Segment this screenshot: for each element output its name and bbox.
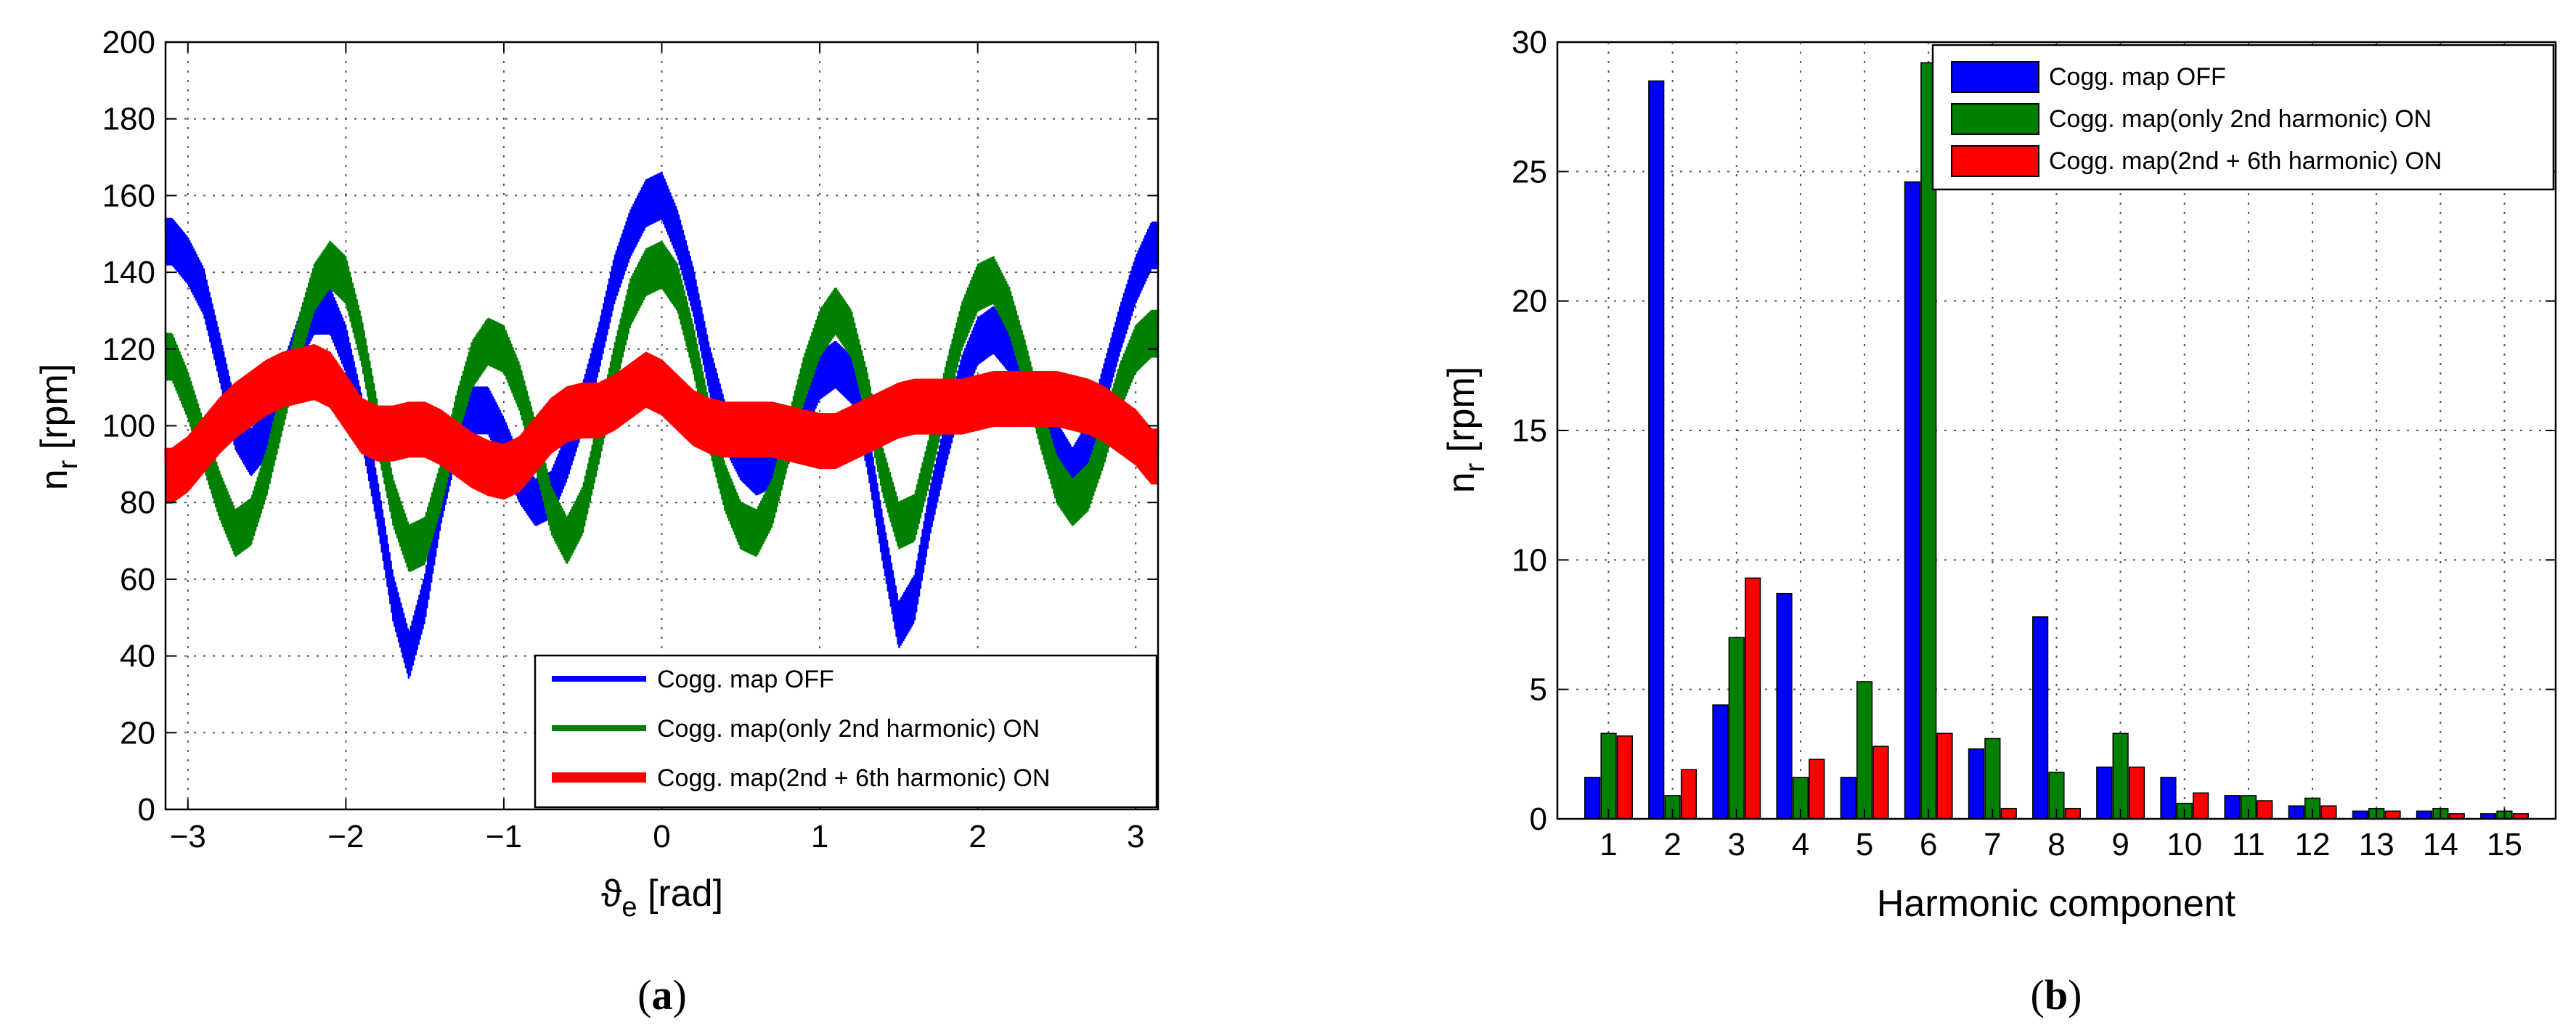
bar-series3-h12 — [2320, 805, 2337, 820]
panel-a-y-tick-label: 40 — [120, 639, 155, 674]
bar-series3-h8 — [2064, 807, 2081, 820]
panel-a-y-axis-label: nr [rpm] — [33, 364, 83, 490]
bar-series2-h9 — [2112, 732, 2129, 820]
legend-b-label-3: Cogg. map(2nd + 6th harmonic) ON — [2049, 147, 2442, 175]
panel-b-x-tick-label: 11 — [2232, 827, 2265, 862]
panel-a-y-tick-label: 0 — [138, 792, 155, 828]
bar-series2-h1 — [1600, 732, 1617, 820]
panel-a-x-tick-label: 0 — [653, 819, 670, 854]
panel-b-x-tick-label: 15 — [2487, 827, 2522, 862]
panel-a-legend: Cogg. map OFF Cogg. map(only 2nd harmoni… — [534, 654, 1158, 809]
panel-a-y-tick-label: 80 — [120, 485, 155, 520]
bar-series1-h8 — [2032, 616, 2049, 820]
panel-a-x-tick-label: −3 — [170, 819, 206, 854]
panel-b-y-tick-label: 5 — [1530, 672, 1547, 708]
bar-series1-h9 — [2096, 766, 2113, 820]
panel-b-legend: Cogg. map OFF Cogg. map(only 2nd harmoni… — [1931, 44, 2555, 191]
panel-a-line-chart: −3 −2 −1 0 1 2 3 0 20 40 60 80 100 120 140 160 180 200 Co… — [33, 25, 1159, 1018]
bar-series1-h14 — [2416, 810, 2433, 820]
panel-b-y-tick-label: 0 — [1530, 801, 1547, 837]
bar-series1-h10 — [2160, 777, 2177, 820]
legend-a-label-2: Cogg. map(only 2nd harmonic) ON — [657, 715, 1040, 743]
bar-series1-h2 — [1648, 80, 1665, 820]
bar-series3-h1 — [1616, 735, 1633, 820]
panel-b-x-tick-label: 8 — [2047, 827, 2065, 862]
panel-a-y-tick-label: 200 — [102, 25, 155, 60]
bar-series1-h13 — [2352, 810, 2368, 820]
panel-a-x-tick-label: 3 — [1127, 819, 1144, 854]
legend-a-label-3: Cogg. map(2nd + 6th harmonic) ON — [657, 764, 1050, 792]
bar-series3-h11 — [2257, 800, 2273, 820]
legend-a-label-1: Cogg. map OFF — [657, 666, 834, 693]
panel-a-x-tick-label: −2 — [327, 819, 364, 854]
panel-b-y-tick-label: 15 — [1512, 413, 1547, 449]
bar-series2-h5 — [1856, 681, 1873, 820]
legend-b-label-2: Cogg. map(only 2nd harmonic) ON — [2049, 105, 2432, 133]
series-line-2 — [164, 240, 1159, 572]
bar-series2-h7 — [1984, 738, 2001, 820]
panel-b-x-tick-label: 7 — [1984, 827, 2001, 862]
panel-b-x-tick-label: 13 — [2359, 827, 2394, 862]
panel-b-x-axis-label: Harmonic component — [1877, 883, 2236, 925]
panel-a-y-tick-label: 20 — [120, 715, 155, 751]
panel-b-x-tick-label: 2 — [1663, 827, 1681, 862]
bar-series3-h10 — [2193, 792, 2209, 820]
bar-series3-h6 — [1936, 732, 1953, 820]
panel-a-x-tick-label: −1 — [486, 819, 522, 854]
panel-a-caption: (a) — [637, 971, 687, 1018]
panel-a-x-axis-label: ϑe [rad] — [601, 873, 723, 923]
panel-b-x-tick-label: 12 — [2295, 827, 2331, 862]
panel-b-x-tick-label: 3 — [1728, 827, 1745, 862]
bar-series3-h9 — [2128, 766, 2145, 820]
panel-a-x-tick-label: 1 — [811, 819, 828, 854]
bar-series1-h6 — [1904, 181, 1920, 820]
panel-a-y-tick-label: 180 — [102, 102, 155, 137]
panel-b-grid — [1557, 42, 2556, 819]
panel-b-x-tick-label: 6 — [1920, 827, 1937, 862]
panel-b-x-tick-label: 14 — [2423, 827, 2458, 862]
panel-b-x-tick-label: 10 — [2167, 827, 2202, 862]
bar-series1-h12 — [2288, 805, 2304, 820]
bar-series1-h7 — [1968, 748, 1985, 820]
legend-b-swatch-1 — [1951, 61, 2039, 93]
panel-b-y-axis-label: nr [rpm] — [1440, 367, 1491, 493]
panel-b-x-tick-label: 5 — [1856, 827, 1873, 862]
bar-series1-h5 — [1840, 777, 1856, 820]
panel-a-y-tick-label: 100 — [102, 409, 155, 444]
panel-a-x-tick-label: 2 — [969, 819, 986, 854]
panel-b-caption: (b) — [2031, 971, 2082, 1018]
panel-a-y-tick-label: 120 — [102, 332, 155, 367]
panel-a-y-tick-label: 160 — [102, 178, 155, 213]
bar-series3-h5 — [1872, 746, 1889, 820]
bar-series1-h11 — [2224, 795, 2241, 820]
legend-b-swatch-2 — [1951, 103, 2039, 135]
panel-b-y-tick-label: 30 — [1512, 25, 1547, 60]
bar-series3-h2 — [1680, 769, 1697, 820]
bar-series3-h4 — [1809, 759, 1825, 820]
legend-b-label-1: Cogg. map OFF — [2049, 63, 2226, 91]
panel-b-y-tick-label: 25 — [1512, 154, 1547, 189]
panel-a-y-tick-label: 60 — [120, 562, 155, 597]
panel-a-y-tick-label: 140 — [102, 255, 155, 290]
panel-b-y-tick-label: 20 — [1512, 284, 1547, 319]
bar-series3-h13 — [2384, 810, 2401, 820]
bar-series3-h3 — [1745, 577, 1761, 820]
bar-series1-h4 — [1776, 592, 1793, 820]
legend-b-swatch-3 — [1951, 145, 2039, 177]
panel-b-x-tick-label: 4 — [1792, 827, 1809, 862]
bar-series2-h3 — [1728, 637, 1745, 820]
series-line-1 — [164, 171, 1159, 679]
panel-b-x-tick-label: 9 — [2111, 827, 2129, 862]
panel-b-y-tick-label: 10 — [1512, 542, 1547, 578]
panel-b-x-tick-label: 1 — [1599, 827, 1617, 862]
bar-series1-h1 — [1584, 777, 1601, 820]
panel-a-series — [164, 171, 1159, 679]
bar-series3-h7 — [2000, 807, 2017, 820]
bar-series1-h3 — [1712, 704, 1729, 820]
series-line-3 — [164, 344, 1159, 504]
